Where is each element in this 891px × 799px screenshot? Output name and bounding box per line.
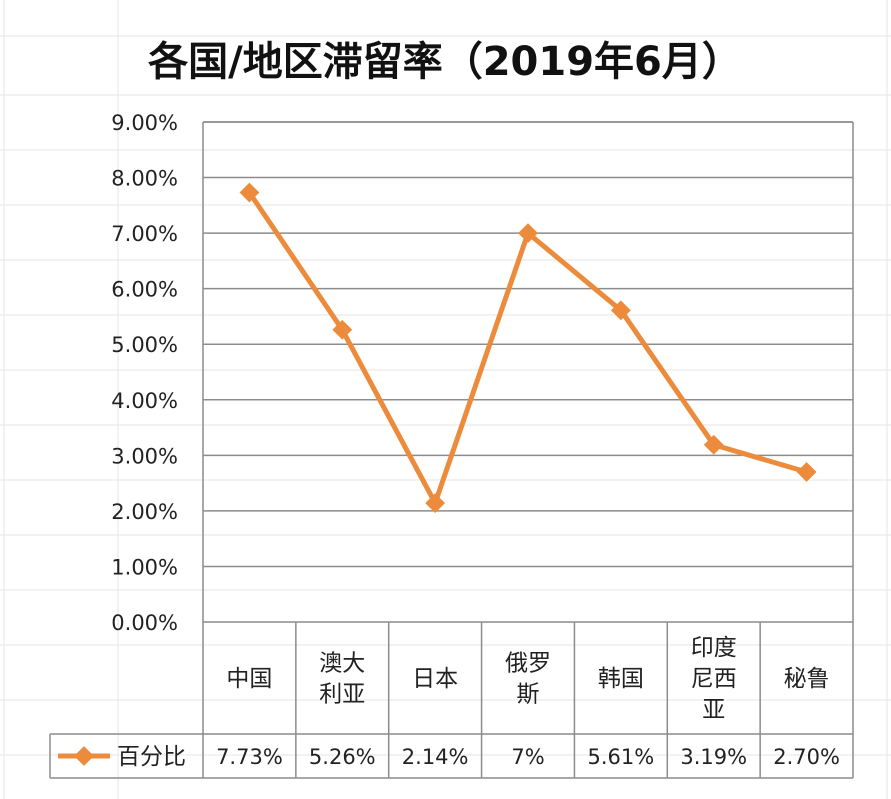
table-value-cell: 7%	[511, 745, 544, 769]
category-label-line: 中国	[226, 666, 272, 692]
y-tick-label: 2.00%	[111, 500, 178, 524]
y-tick-label: 4.00%	[111, 389, 178, 413]
y-tick-label: 7.00%	[111, 222, 178, 246]
y-axis-tick-labels: 0.00% 1.00% 2.00% 3.00% 4.00% 5.00% 6.00% 7.00%…	[111, 111, 178, 635]
category-label-line: 尼西	[691, 666, 737, 692]
series-markers	[239, 182, 817, 514]
data-point-marker	[332, 319, 353, 340]
category-label-line: 斯	[517, 682, 540, 708]
y-tick-label: 9.00%	[111, 111, 178, 135]
y-tick-label: 0.00%	[111, 611, 178, 635]
y-tick-label: 5.00%	[111, 333, 178, 357]
category-label-line: 印度	[691, 635, 737, 661]
x-category-label: 韩国	[598, 666, 644, 692]
x-category-label: 秘鲁	[784, 666, 830, 692]
data-point-marker	[239, 182, 260, 203]
data-point-marker	[703, 434, 724, 455]
category-label-line: 澳大	[319, 651, 365, 677]
x-category-label: 印度尼西亚	[691, 635, 737, 723]
chart-title: 各国/地区滞留率（2019年6月）	[148, 39, 742, 85]
category-label-line: 利亚	[319, 682, 365, 708]
y-gridlines	[203, 121, 853, 568]
table-value-cell: 7.73%	[216, 745, 283, 769]
table-value-cell: 5.26%	[309, 745, 376, 769]
category-label-line: 俄罗	[505, 651, 551, 677]
legend-marker-swatch	[74, 746, 94, 766]
y-tick-label: 3.00%	[111, 444, 178, 468]
category-label-line: 秘鲁	[784, 666, 830, 692]
legend-label: 百分比	[117, 744, 186, 770]
x-category-label: 澳大利亚	[319, 651, 365, 708]
data-point-marker	[425, 493, 446, 514]
category-label-line: 韩国	[598, 666, 644, 692]
data-point-marker	[610, 300, 631, 321]
y-tick-label: 8.00%	[111, 167, 178, 191]
table-value-cell: 3.19%	[680, 745, 747, 769]
table-value-cell: 2.70%	[773, 745, 840, 769]
y-tick-label: 1.00%	[111, 555, 178, 579]
x-category-label: 俄罗斯	[505, 651, 551, 708]
data-point-marker	[796, 462, 817, 482]
x-category-label: 日本	[412, 666, 458, 692]
category-label-line: 亚	[702, 697, 725, 723]
table-value-cell: 2.14%	[402, 745, 469, 769]
table-value-cell: 5.61%	[587, 745, 654, 769]
x-category-label: 中国	[226, 666, 272, 692]
category-label-line: 日本	[412, 666, 458, 692]
data-table: 中国 澳大利亚 日本 俄罗斯 韩国 印度尼西亚 秘鲁 7.73% 5.26% 2.14% 7% 5.6…	[49, 121, 854, 779]
y-tick-label: 6.00%	[111, 278, 178, 302]
